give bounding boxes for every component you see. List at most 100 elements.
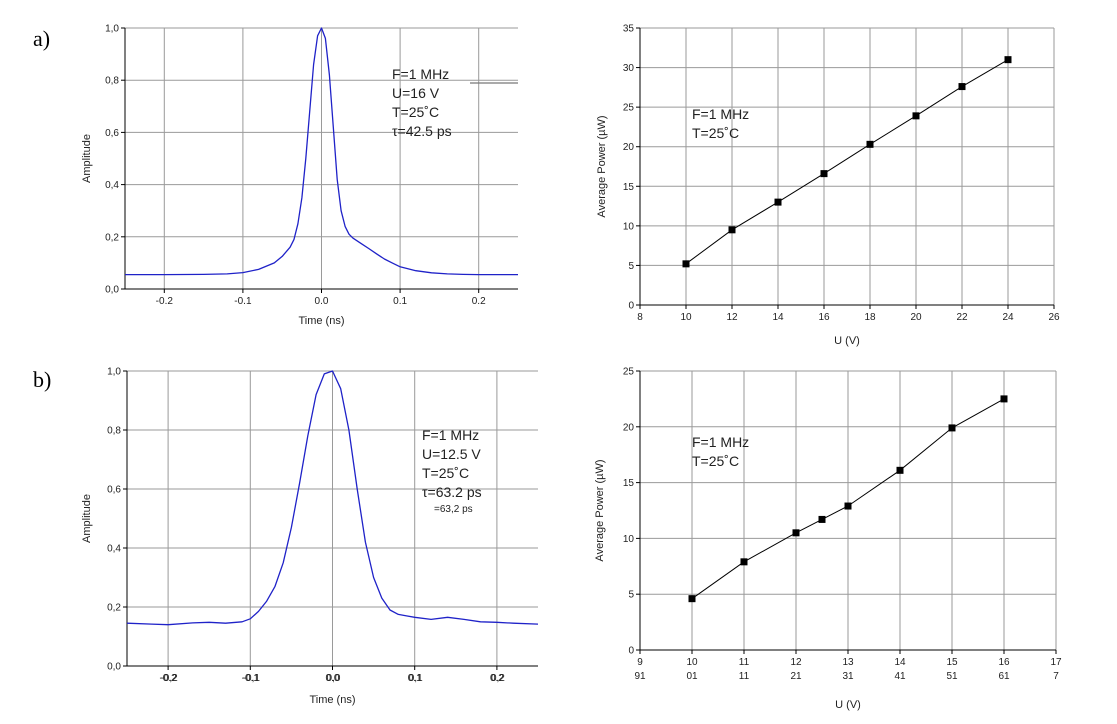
data-point — [896, 466, 904, 474]
y-tick-label: 20 — [623, 142, 635, 153]
annotation-line: T=25˚C — [692, 125, 739, 141]
x-tick-label-secondary: 7 — [1053, 671, 1059, 682]
x-tick-label: 22 — [956, 312, 968, 323]
x-tick-label-overprint: 0,0 — [327, 673, 341, 684]
data-point — [866, 140, 874, 148]
x-tick-label: 11 — [739, 657, 750, 668]
annotation-line: U=16 V — [392, 85, 440, 101]
x-tick-label: 0.2 — [472, 296, 486, 307]
b-power-chart: 0 5 10 15 20 25 9 91 10 01 11 11 12 21 13 31 14 41 15 51 16 6… — [594, 367, 1062, 712]
series-line — [126, 370, 539, 626]
y-tick-label: 35 — [623, 24, 635, 35]
x-tick-label: 24 — [1002, 312, 1014, 323]
y-tick-label: 0,2 — [107, 603, 121, 614]
x-tick-label: 10 — [686, 657, 698, 668]
x-tick-label: -0.1 — [242, 673, 260, 684]
x-tick-label-secondary: 91 — [634, 671, 646, 682]
a-pulse-chart: 0,0 0,2 0,4 0,6 0,8 1,0 -0.2 -0.1 0.0 0.1 0.2 Time … — [81, 24, 518, 327]
x-tick-label: 15 — [946, 657, 958, 668]
y-tick-label: 0,6 — [105, 128, 119, 139]
y-tick-label: 5 — [628, 261, 634, 272]
x-axis-label: U (V) — [834, 335, 860, 347]
data-point — [1004, 56, 1012, 64]
y-tick-label: 25 — [623, 103, 635, 114]
x-tick-label: 18 — [864, 312, 876, 323]
panel-label-a: a) — [33, 26, 50, 51]
x-tick-label: 14 — [772, 312, 784, 323]
y-tick-label: 1,0 — [105, 24, 119, 35]
x-tick-label-overprint: -0,2 — [160, 673, 178, 684]
data-point — [912, 112, 920, 120]
annotation-line: U=12.5 V — [422, 446, 481, 462]
data-point — [820, 170, 828, 178]
data-point — [792, 529, 800, 537]
annotation-line: F=1 MHz — [422, 427, 479, 443]
x-tick-label: 0.0 — [315, 296, 329, 307]
x-tick-label-secondary: 51 — [946, 671, 958, 682]
y-tick-label: 0,2 — [105, 232, 119, 243]
data-point — [682, 260, 690, 268]
x-tick-label-secondary: 41 — [894, 671, 906, 682]
annotation-line: F=1 MHz — [692, 434, 749, 450]
y-tick-label: 30 — [623, 63, 635, 74]
annotation-line: F=1 MHz — [392, 66, 449, 82]
x-axis-label: Time (ns) — [309, 694, 355, 706]
panel-label-b: b) — [33, 367, 51, 392]
x-tick-label: 13 — [842, 657, 854, 668]
annotation-line: τ=63.2 ps — [422, 484, 482, 500]
x-tick-label: -0.1 — [234, 296, 252, 307]
y-tick-label: 10 — [623, 221, 635, 232]
x-tick-label: 12 — [790, 657, 802, 668]
x-tick-label-secondary: 01 — [686, 671, 698, 682]
annotation-line: τ=42.5 ps — [392, 123, 452, 139]
b-pulse-chart: 0,00,20,40,60,81,0-0.2-0,2 -0.1-0,1 0.00,0… — [81, 367, 539, 706]
y-tick-label: 0,4 — [105, 180, 119, 191]
x-tick-label-secondary: 11 — [739, 671, 750, 682]
data-point — [728, 226, 736, 234]
x-tick-label: 14 — [894, 657, 906, 668]
x-tick-label: 0.1 — [408, 673, 422, 684]
y-axis-label: Amplitude — [81, 494, 93, 543]
annotation-line: T=25˚C — [422, 465, 469, 481]
x-tick-label: 12 — [726, 312, 738, 323]
series-line — [685, 59, 1009, 265]
annotation-line: T=25˚C — [692, 453, 739, 469]
x-tick-label: 16 — [818, 312, 830, 323]
y-tick-label: 0 — [628, 301, 634, 312]
y-tick-label: 25 — [623, 367, 635, 378]
y-tick-label: 10 — [623, 534, 635, 545]
data-point — [818, 515, 826, 523]
annotation-line: T=25˚C — [392, 104, 439, 120]
x-tick-label-overprint: 0,2 — [491, 673, 505, 684]
x-tick-label-secondary: 21 — [790, 671, 802, 682]
data-point — [844, 502, 852, 510]
y-tick-label: 1,0 — [107, 367, 121, 378]
y-tick-label: 0,8 — [105, 76, 119, 87]
data-point — [774, 198, 782, 206]
data-point — [1000, 395, 1008, 403]
data-point — [740, 558, 748, 566]
x-axis-label: Time (ns) — [298, 315, 344, 327]
data-point — [958, 83, 966, 91]
x-tick-label: 0.2 — [490, 673, 504, 684]
y-axis-label: Average Power (µW) — [594, 459, 606, 561]
y-tick-label: 20 — [623, 422, 635, 433]
x-tick-label-secondary: 31 — [842, 671, 854, 682]
y-axis-label: Amplitude — [81, 134, 93, 183]
y-tick-label: 0,6 — [107, 485, 121, 496]
x-tick-label: 0.1 — [393, 296, 407, 307]
y-tick-label: 15 — [623, 478, 635, 489]
y-tick-label: 0 — [628, 646, 634, 657]
y-tick-label: 5 — [628, 590, 634, 601]
x-tick-label: 17 — [1050, 657, 1062, 668]
x-tick-label-overprint: -0,1 — [243, 673, 261, 684]
annotation-extra: =63,2 ps — [434, 504, 473, 515]
y-tick-label: 15 — [623, 182, 635, 193]
x-tick-label-overprint: 0,1 — [409, 673, 423, 684]
data-point — [688, 595, 696, 603]
x-tick-label: 0.0 — [326, 673, 340, 684]
y-tick-label: 0,4 — [107, 544, 121, 555]
series-line — [125, 27, 518, 276]
x-tick-label: 16 — [998, 657, 1010, 668]
